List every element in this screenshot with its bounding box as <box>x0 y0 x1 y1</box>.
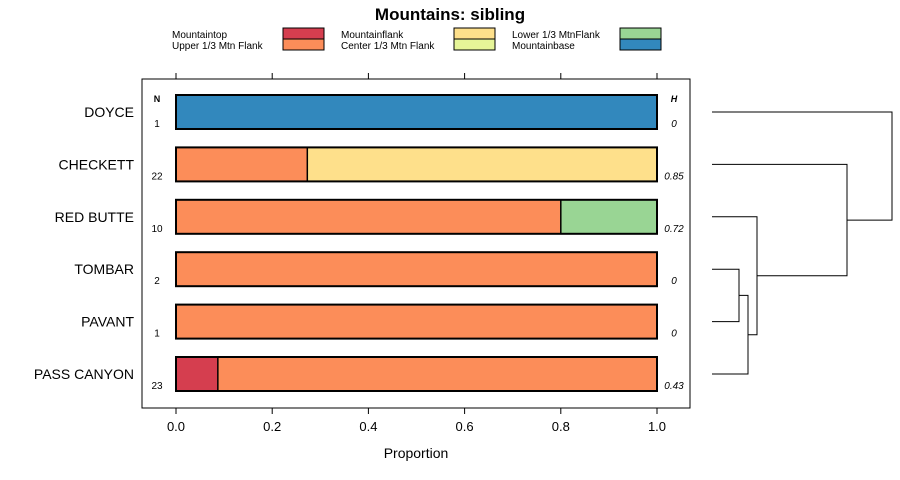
x-tick-label: 0.8 <box>552 419 570 434</box>
h-value: 0.43 <box>664 381 684 392</box>
bar-segment-base <box>176 95 657 129</box>
legend-swatch-center <box>453 38 496 51</box>
row-label: PASS CANYON <box>34 366 134 382</box>
bar-outline <box>175 303 658 340</box>
bar-segment-upper <box>217 357 658 391</box>
row-label: TOMBAR <box>74 261 134 277</box>
n-value: 23 <box>151 381 163 392</box>
legend-label-base: Mountainbase <box>512 41 575 52</box>
legend-label-center: Center 1/3 Mtn Flank <box>341 41 435 52</box>
x-tick-label: 0.0 <box>167 419 185 434</box>
dendrogram-branch <box>712 163 848 277</box>
row-label: PAVANT <box>81 314 134 330</box>
n-value: 2 <box>154 276 160 287</box>
legend-swatch-mountainflank <box>453 27 496 40</box>
legend-swatch-mountaintop <box>282 27 325 40</box>
bar-outline <box>175 198 658 235</box>
bar-outline <box>175 251 658 288</box>
h-value: 0 <box>671 329 677 340</box>
plot-frame <box>141 78 691 409</box>
legend-label-mountainflank: Mountainflank <box>341 30 404 41</box>
legend-label-lower: Lower 1/3 MtnFlank <box>512 30 601 41</box>
x-tick-label: 0.4 <box>359 419 377 434</box>
h-header: H <box>671 94 678 104</box>
row-label: RED BUTTE <box>55 209 134 225</box>
dendrogram-branch <box>712 268 740 323</box>
x-tick-label: 0.2 <box>263 419 281 434</box>
n-value: 10 <box>151 224 163 235</box>
bar-segment-upper <box>176 199 561 234</box>
h-value: 0.72 <box>664 224 684 235</box>
n-value: 22 <box>151 171 163 182</box>
dendrogram-branch <box>712 216 758 336</box>
row-label: DOYCE <box>84 104 134 120</box>
n-header: N <box>154 94 161 104</box>
legend-label-mountaintop: Mountaintop <box>172 30 227 41</box>
row-label: CHECKETT <box>59 156 135 172</box>
dendrogram <box>712 111 893 375</box>
legend-swatch-base <box>619 38 662 51</box>
h-value: 0.85 <box>664 171 684 182</box>
axes-group: 0.0 0.2 0.4 0.6 0.8 1.0 <box>167 73 666 434</box>
dendrogram-branch <box>712 111 893 221</box>
n-value: 1 <box>154 329 160 340</box>
legend-swatch-upper <box>282 38 325 51</box>
bar-segment-lower <box>560 199 657 234</box>
bar-segment-upper <box>176 252 657 287</box>
bar-outline <box>175 94 658 130</box>
bar-outline <box>175 356 658 392</box>
h-value: 0 <box>671 119 677 130</box>
dendrogram-branch <box>712 294 749 375</box>
x-axis-label: Proportion <box>384 445 449 461</box>
bar-outline <box>175 146 658 183</box>
n-value: 1 <box>154 119 160 130</box>
legend-swatch-lower <box>619 27 662 40</box>
bar-segment-mountainflank <box>307 147 657 182</box>
h-value: 0 <box>671 276 677 287</box>
bar-segment-upper <box>176 304 657 339</box>
bar-segment-mountaintop <box>176 357 218 391</box>
legend-label-upper: Upper 1/3 Mtn Flank <box>172 41 264 52</box>
x-tick-label: 0.6 <box>456 419 474 434</box>
x-tick-label: 1.0 <box>648 419 666 434</box>
chart-title: Mountains: sibling <box>375 5 525 24</box>
bar-segment-upper <box>176 147 308 182</box>
